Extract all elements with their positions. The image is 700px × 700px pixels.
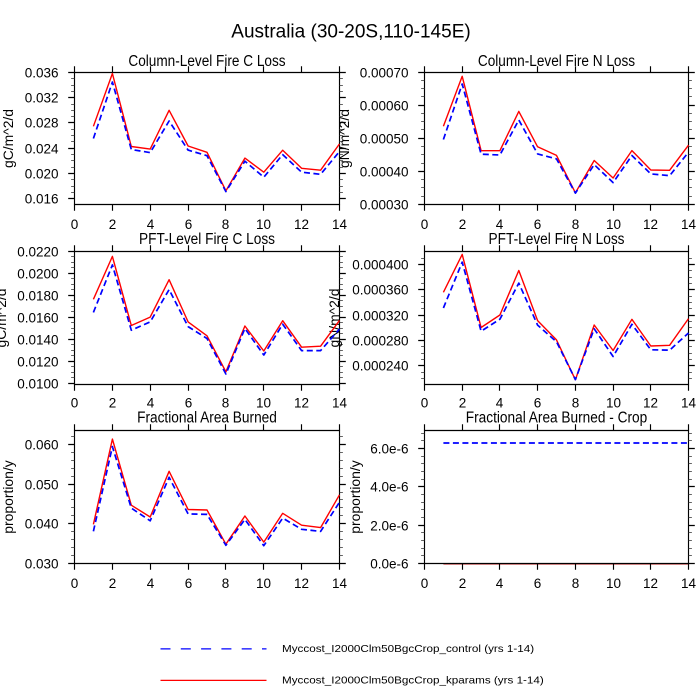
- svg-text:Fractional Area Burned: Fractional Area Burned: [137, 409, 277, 426]
- svg-text:proportion/y: proportion/y: [347, 460, 363, 533]
- svg-text:14: 14: [681, 396, 697, 411]
- svg-text:6.0e-6: 6.0e-6: [370, 442, 408, 457]
- svg-text:8: 8: [222, 576, 230, 591]
- svg-text:8: 8: [222, 396, 230, 411]
- svg-text:2: 2: [109, 217, 117, 232]
- svg-text:6: 6: [185, 396, 193, 411]
- svg-text:0.030: 0.030: [25, 557, 59, 572]
- svg-text:0.0e-6: 0.0e-6: [370, 557, 408, 572]
- svg-text:0.000360: 0.000360: [352, 283, 408, 298]
- svg-text:0.050: 0.050: [25, 478, 59, 493]
- svg-text:4: 4: [147, 217, 155, 232]
- svg-text:6: 6: [185, 217, 193, 232]
- svg-text:0.0180: 0.0180: [17, 289, 58, 304]
- svg-text:2: 2: [459, 576, 467, 591]
- svg-text:0: 0: [421, 576, 429, 591]
- svg-text:0.028: 0.028: [25, 116, 59, 131]
- svg-text:10: 10: [256, 576, 271, 591]
- svg-text:0: 0: [71, 576, 79, 591]
- svg-text:proportion/y: proportion/y: [0, 460, 16, 533]
- svg-text:PFT-Level Fire C Loss: PFT-Level Fire C Loss: [139, 231, 275, 248]
- svg-text:0.000240: 0.000240: [352, 359, 408, 374]
- svg-text:gN/m^2/d: gN/m^2/d: [336, 109, 352, 168]
- svg-text:10: 10: [606, 217, 621, 232]
- svg-text:0.00040: 0.00040: [360, 165, 409, 180]
- svg-text:4: 4: [147, 396, 155, 411]
- svg-text:4: 4: [147, 576, 155, 591]
- svg-text:4.0e-6: 4.0e-6: [370, 480, 408, 495]
- svg-text:12: 12: [294, 396, 309, 411]
- svg-text:10: 10: [256, 396, 271, 411]
- svg-text:0.0160: 0.0160: [17, 311, 58, 326]
- svg-text:0.040: 0.040: [25, 517, 59, 532]
- svg-text:4: 4: [496, 217, 504, 232]
- svg-text:14: 14: [681, 576, 697, 591]
- svg-text:12: 12: [294, 217, 309, 232]
- svg-text:6: 6: [185, 576, 193, 591]
- svg-text:0.0200: 0.0200: [17, 267, 58, 282]
- svg-text:0.020: 0.020: [25, 167, 59, 182]
- svg-text:Myccost_I2000Clm50BgcCrop_kpar: Myccost_I2000Clm50BgcCrop_kparams (yrs 1…: [282, 675, 544, 686]
- svg-text:gN/m^2/d: gN/m^2/d: [326, 289, 342, 348]
- svg-text:0.036: 0.036: [25, 66, 59, 81]
- svg-text:8: 8: [572, 576, 580, 591]
- svg-text:0.00060: 0.00060: [360, 99, 409, 114]
- svg-text:0: 0: [421, 217, 429, 232]
- svg-text:0.0120: 0.0120: [17, 355, 58, 370]
- svg-text:8: 8: [572, 217, 580, 232]
- svg-text:14: 14: [681, 217, 697, 232]
- svg-text:4: 4: [496, 576, 504, 591]
- svg-text:14: 14: [332, 576, 348, 591]
- svg-text:6: 6: [534, 396, 542, 411]
- svg-text:14: 14: [332, 217, 348, 232]
- svg-text:12: 12: [643, 217, 658, 232]
- svg-text:0.0220: 0.0220: [17, 245, 58, 260]
- svg-text:8: 8: [572, 396, 580, 411]
- svg-text:0: 0: [71, 217, 79, 232]
- svg-text:0.032: 0.032: [25, 91, 59, 106]
- svg-text:0.00050: 0.00050: [360, 132, 409, 147]
- svg-text:0.000320: 0.000320: [352, 309, 408, 324]
- svg-text:Column-Level Fire C Loss: Column-Level Fire C Loss: [128, 53, 285, 70]
- svg-text:0.00030: 0.00030: [360, 198, 409, 213]
- svg-text:12: 12: [643, 576, 658, 591]
- svg-text:4: 4: [496, 396, 504, 411]
- svg-text:10: 10: [606, 396, 621, 411]
- svg-text:Australia (30-20S,110-145E): Australia (30-20S,110-145E): [231, 22, 470, 43]
- svg-text:10: 10: [606, 576, 621, 591]
- svg-text:0.016: 0.016: [25, 192, 59, 207]
- svg-text:Column-Level Fire N Loss: Column-Level Fire N Loss: [478, 53, 635, 70]
- svg-text:8: 8: [222, 217, 230, 232]
- svg-text:2.0e-6: 2.0e-6: [370, 519, 408, 534]
- svg-text:0.0140: 0.0140: [17, 333, 58, 348]
- svg-text:10: 10: [256, 217, 271, 232]
- svg-text:PFT-Level Fire N Loss: PFT-Level Fire N Loss: [489, 231, 625, 248]
- svg-text:2: 2: [109, 396, 117, 411]
- svg-text:0.000280: 0.000280: [352, 334, 408, 349]
- svg-text:0.060: 0.060: [25, 438, 59, 453]
- svg-text:0: 0: [71, 396, 79, 411]
- svg-text:gC/m^2/d: gC/m^2/d: [0, 109, 16, 168]
- svg-text:0.024: 0.024: [25, 142, 59, 157]
- svg-text:2: 2: [459, 217, 467, 232]
- svg-text:Myccost_I2000Clm50BgcCrop_cont: Myccost_I2000Clm50BgcCrop_control (yrs 1…: [282, 644, 534, 655]
- svg-text:14: 14: [332, 396, 348, 411]
- svg-text:12: 12: [294, 576, 309, 591]
- svg-text:0: 0: [421, 396, 429, 411]
- svg-text:6: 6: [534, 217, 542, 232]
- svg-text:2: 2: [459, 396, 467, 411]
- svg-text:12: 12: [643, 396, 658, 411]
- svg-text:2: 2: [109, 576, 117, 591]
- svg-text:Fractional Area Burned - Crop: Fractional Area Burned - Crop: [466, 409, 647, 426]
- svg-text:gC/m^2/d: gC/m^2/d: [0, 289, 9, 348]
- svg-text:6: 6: [534, 576, 542, 591]
- svg-text:0.000400: 0.000400: [352, 258, 408, 273]
- svg-text:0.00070: 0.00070: [360, 66, 409, 81]
- svg-text:0.0100: 0.0100: [17, 377, 58, 392]
